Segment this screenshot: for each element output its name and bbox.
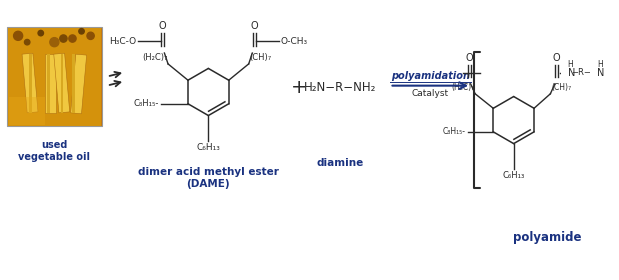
Circle shape (50, 38, 59, 47)
Text: O: O (552, 53, 560, 63)
Circle shape (38, 31, 43, 36)
Text: N: N (597, 68, 605, 78)
Text: C₈H₁₅-: C₈H₁₅- (134, 99, 159, 108)
Text: O: O (158, 21, 166, 31)
Text: Catalyst: Catalyst (412, 89, 449, 98)
Text: +: + (291, 78, 307, 97)
Text: C₆H₁₃: C₆H₁₃ (196, 143, 220, 152)
Bar (71, 54, 82, 113)
Text: −R−: −R− (571, 69, 591, 78)
Bar (47, 54, 50, 113)
Bar (59, 54, 75, 114)
Text: (CH)₇: (CH)₇ (552, 83, 571, 92)
Bar (40, 53, 56, 113)
Text: (H₂C)₇: (H₂C)₇ (142, 53, 167, 62)
Text: C₆H₁₃: C₆H₁₃ (503, 171, 525, 180)
Text: (CH)₇: (CH)₇ (249, 53, 272, 62)
Circle shape (25, 39, 30, 45)
Text: polyamide: polyamide (513, 231, 582, 244)
Text: diamine: diamine (316, 158, 363, 168)
Text: H: H (568, 60, 573, 69)
Text: O-CH₃: O-CH₃ (280, 37, 308, 46)
Text: O: O (465, 53, 473, 63)
Circle shape (14, 31, 23, 40)
Text: O: O (251, 21, 258, 31)
Text: (DAME): (DAME) (186, 179, 230, 189)
Bar (61, 54, 63, 113)
Text: H₃C-O: H₃C-O (109, 37, 136, 46)
Text: polyamidation: polyamidation (391, 71, 470, 81)
Text: dimer acid methyl ester: dimer acid methyl ester (138, 167, 279, 177)
Bar (8, 28, 102, 125)
Bar (72, 54, 75, 113)
Bar (27, 54, 43, 114)
Text: H: H (597, 60, 604, 69)
Circle shape (60, 35, 67, 42)
Text: used
vegetable oil: used vegetable oil (19, 140, 90, 162)
Bar (29, 54, 32, 113)
Text: H₂N−R−NH₂: H₂N−R−NH₂ (303, 81, 376, 94)
Text: N: N (568, 68, 575, 78)
Circle shape (79, 29, 84, 34)
Circle shape (69, 35, 76, 42)
Circle shape (87, 32, 94, 39)
Text: C₈H₁₅-: C₈H₁₅- (443, 127, 466, 136)
Text: (H₂C)₇: (H₂C)₇ (451, 83, 474, 92)
Bar (9, 97, 45, 125)
Bar (7, 27, 102, 126)
